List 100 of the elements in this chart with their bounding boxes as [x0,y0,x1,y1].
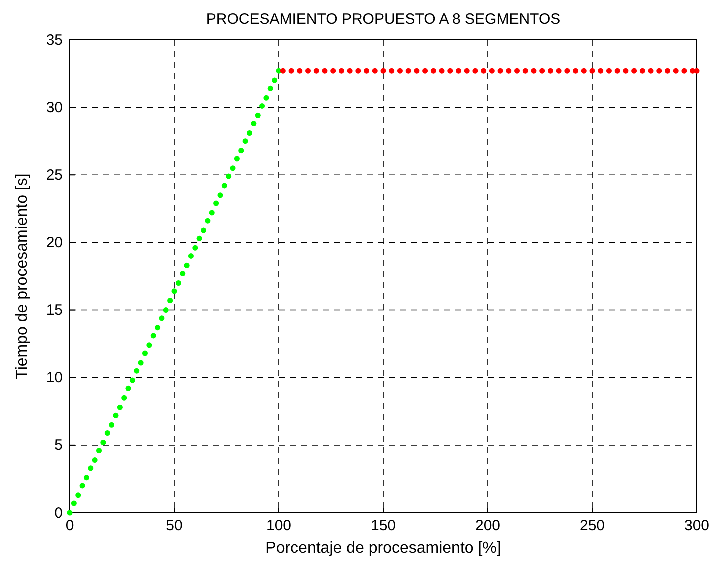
point [590,68,596,74]
point [188,253,194,259]
point [172,288,178,294]
point [640,68,646,74]
point [117,404,123,410]
point [397,68,403,74]
point [556,68,562,74]
y-axis-title: Tiempo de procesamiento [s] [14,174,31,380]
point [406,68,412,74]
point [76,492,82,498]
point [142,350,148,356]
point [614,68,620,74]
point [564,68,570,74]
y-tick-label: 10 [46,370,63,387]
point [122,395,128,401]
point [472,68,478,74]
y-tick-label: 15 [46,302,63,320]
point [80,483,86,489]
x-axis-title: Porcentaje de procesamiento [%] [266,540,502,557]
point [109,422,115,428]
point [338,68,344,74]
point [251,121,257,127]
point [548,68,554,74]
point [192,245,198,251]
point [632,68,638,74]
point [314,68,320,74]
point [456,68,462,74]
chart-title: PROCESAMIENTO PROPUESTO A 8 SEGMENTOS [206,11,561,28]
point [430,68,436,74]
point [648,68,654,74]
point [200,228,207,234]
x-tick-label: 50 [166,518,183,535]
point [176,280,182,286]
point [272,78,278,84]
point [481,68,487,74]
point [168,298,174,304]
point [656,68,662,74]
point [522,68,528,74]
point [489,68,495,74]
point [113,412,119,418]
point [540,68,546,74]
point [138,360,144,366]
point [92,458,98,464]
x-tick-label: 0 [66,518,74,535]
y-tick-label: 0 [54,504,63,522]
point [159,316,165,322]
point [464,68,470,74]
point [134,368,140,374]
point [682,68,688,74]
point [238,148,244,154]
point [104,430,110,436]
point [531,68,537,74]
point [506,68,512,74]
point [214,200,220,206]
point [305,68,312,74]
point [573,68,579,74]
point [514,68,520,74]
y-tick-label: 20 [46,234,63,252]
point [234,156,240,162]
point [322,68,328,74]
point [242,138,248,144]
point [205,218,211,224]
point [439,68,445,74]
point [347,68,353,74]
point [694,68,700,74]
x-tick-label: 200 [475,518,501,535]
point [389,68,395,74]
x-tick-label: 150 [370,518,396,535]
point [88,466,94,472]
point [448,68,454,74]
point [150,333,156,339]
point [422,68,428,74]
point [180,271,186,277]
point [664,68,671,74]
point [297,68,303,74]
point [288,68,294,74]
point [498,68,504,74]
point [264,95,270,101]
point [71,500,77,506]
point [623,68,629,74]
point [280,68,286,74]
point [196,236,202,242]
point [581,68,587,74]
point [96,448,102,454]
y-tick-label: 30 [46,99,63,116]
x-tick-label: 250 [580,518,606,535]
point [226,174,232,180]
point [130,378,136,384]
point [209,210,215,216]
y-tick-label: 35 [46,32,63,49]
point [330,68,336,74]
point [155,325,161,331]
point [126,386,132,392]
point [356,68,362,74]
y-tick-label: 5 [54,437,63,454]
point [230,166,236,172]
point [260,103,266,109]
point [598,68,604,74]
point [268,86,274,92]
point [414,68,420,74]
